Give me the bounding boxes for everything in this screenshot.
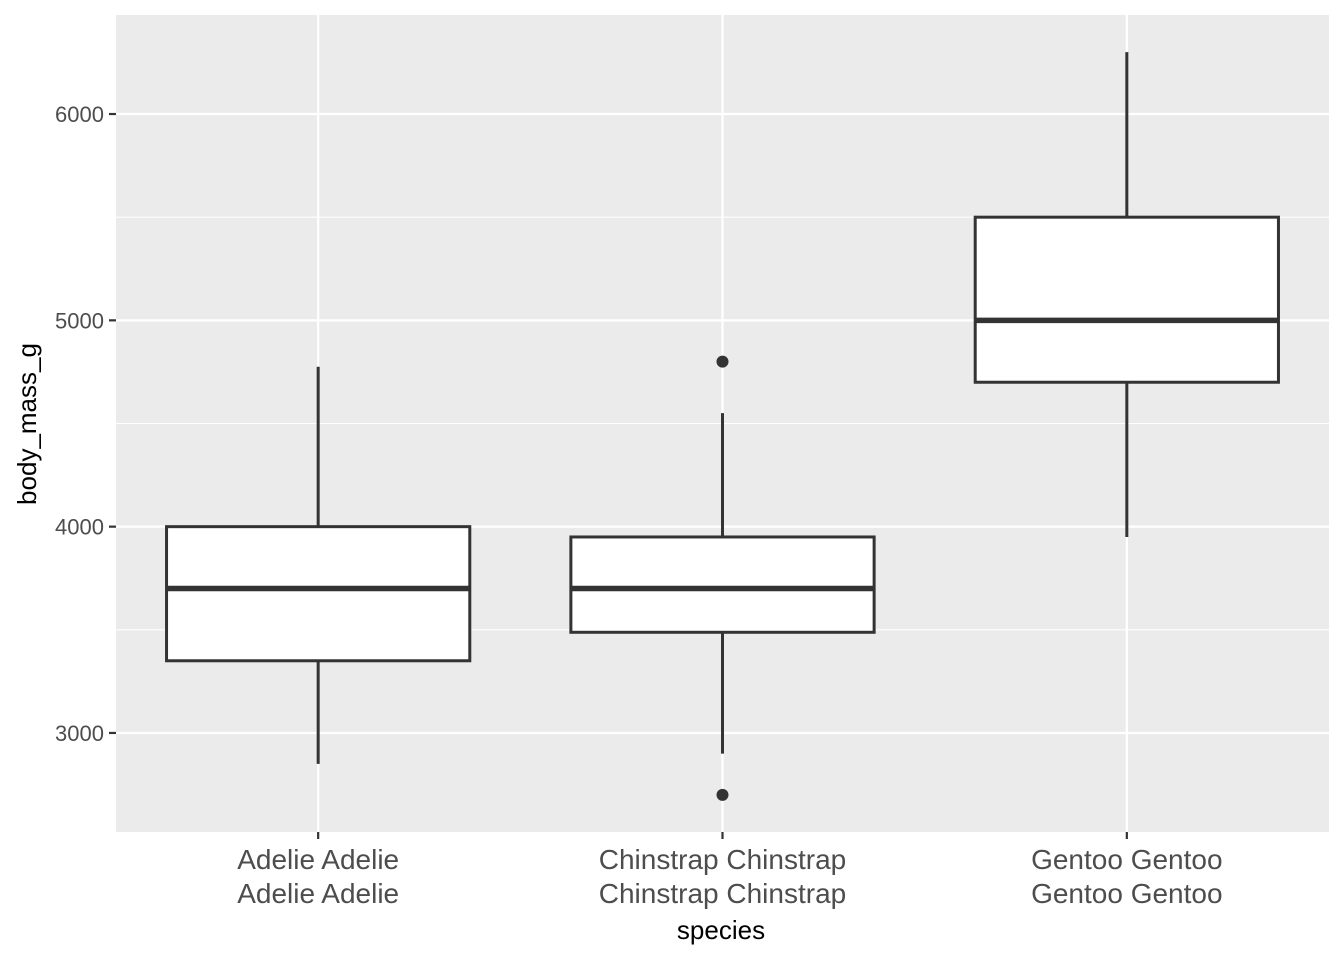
- box-2: [569, 355, 876, 801]
- outlier-point: [716, 788, 729, 801]
- x-tick-label: Chinstrap Chinstrap: [599, 844, 846, 875]
- box-1: [165, 366, 472, 764]
- y-tick-label: 4000: [55, 515, 104, 540]
- outlier-point: [716, 355, 729, 368]
- y-axis-title: body_mass_g: [12, 343, 42, 505]
- x-tick-label: Gentoo Gentoo: [1031, 844, 1222, 875]
- y-tick-label: 5000: [55, 308, 104, 333]
- x-tick-label: Adelie Adelie: [237, 878, 399, 909]
- x-axis-title: species: [677, 915, 765, 945]
- x-tick-label: Adelie Adelie: [237, 844, 399, 875]
- box-marks: [165, 52, 1280, 801]
- x-tick-label: Gentoo Gentoo: [1031, 878, 1222, 909]
- iqr-box: [165, 525, 472, 663]
- box-3: [973, 52, 1280, 537]
- iqr-box: [973, 215, 1280, 384]
- iqr-box: [569, 535, 876, 634]
- x-tick-label: Chinstrap Chinstrap: [599, 878, 846, 909]
- y-axis: 3000 4000 5000 6000: [55, 102, 116, 746]
- y-tick-label: 6000: [55, 102, 104, 127]
- y-tick-label: 3000: [55, 721, 104, 746]
